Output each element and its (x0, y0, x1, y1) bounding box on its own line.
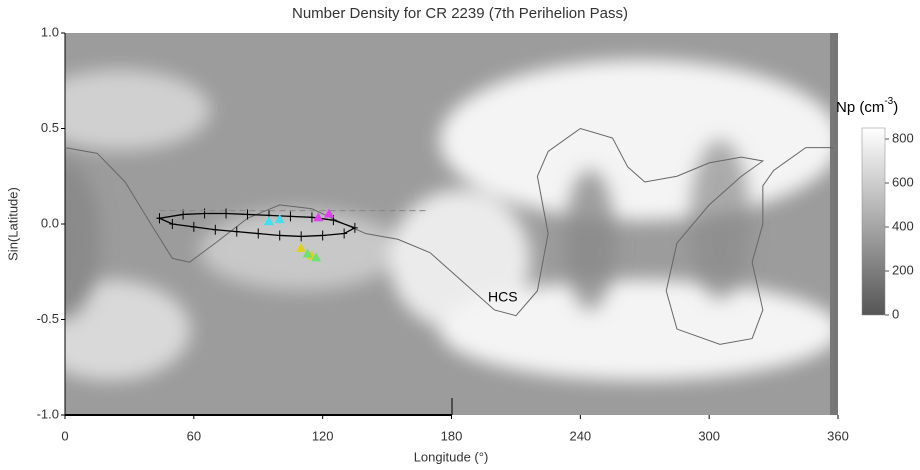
x-tick-label: 180 (441, 428, 463, 443)
y-tick-label: -1.0 (37, 406, 59, 421)
colorbar (861, 127, 886, 316)
orbit-tick (212, 224, 219, 235)
colorbar-tick-label: 200 (892, 262, 914, 277)
y-axis-label: Sin(Latitude) (5, 187, 20, 261)
orbit-tick (255, 228, 262, 239)
point (296, 242, 307, 252)
colorbar-tick-label: 600 (892, 174, 914, 189)
orbit-tick (276, 230, 283, 241)
density-field (65, 33, 838, 415)
point (313, 212, 324, 222)
y-tick-label: 1.0 (41, 24, 59, 39)
orbit-tick (298, 231, 305, 242)
colorbar-tick-label: 400 (892, 218, 914, 233)
y-tick-label: 0.5 (41, 120, 59, 135)
point (302, 248, 313, 258)
x-tick-label: 60 (187, 428, 201, 443)
x-axis-label: Longitude (°) (414, 449, 489, 464)
line (159, 212, 357, 238)
orbit-tick (319, 230, 326, 241)
x-tick-label: 240 (569, 428, 591, 443)
orbit-tick (244, 209, 251, 220)
orbit-tick (287, 211, 294, 222)
x-tick-label: 360 (827, 428, 849, 443)
y-tick-label: 0.0 (41, 215, 59, 230)
orbit-tick (223, 208, 230, 219)
orbit-tick (341, 228, 348, 239)
point (274, 214, 285, 224)
orbit-tick (351, 222, 358, 233)
orbit-tick (190, 221, 197, 232)
colorbar-label: Np (cm-3) (836, 96, 898, 116)
chart-title: Number Density for CR 2239 (7th Periheli… (292, 5, 628, 22)
x-tick-label: 0 (61, 428, 68, 443)
orbit-tick (233, 226, 240, 237)
point (311, 252, 322, 262)
orbit-tick (156, 213, 163, 224)
annotation: HCS (488, 289, 518, 305)
orbit-tick (169, 219, 176, 229)
colorbar-tick-label: 0 (892, 306, 899, 321)
x-tick-label: 300 (698, 428, 720, 443)
colorbar-tick-label: 800 (892, 130, 914, 145)
x-tick-label: 120 (312, 428, 334, 443)
point (324, 208, 335, 218)
orbit-tick (308, 212, 315, 223)
y-tick-label: -0.5 (37, 311, 59, 326)
point (263, 216, 274, 226)
